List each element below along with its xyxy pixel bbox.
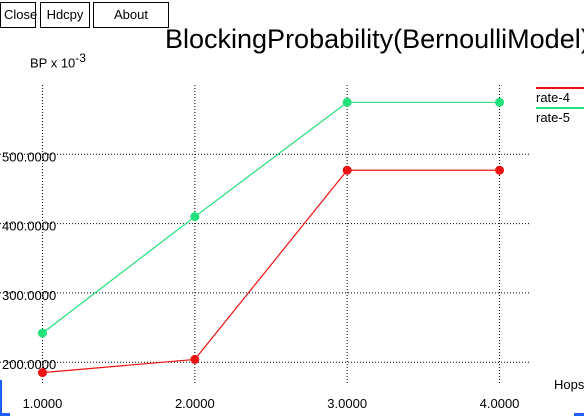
data-point-rate-4-2 (190, 354, 200, 364)
data-point-rate-4-1 (37, 368, 47, 378)
x-tick-label-2: 2.0000 (175, 396, 215, 411)
series-line-rate-5 (42, 101, 500, 334)
data-point-rate-5-3 (342, 97, 352, 107)
data-point-rate-4-4 (495, 165, 505, 175)
data-point-rate-5-2 (190, 212, 200, 222)
legend-label-rate-4: rate-4 (536, 90, 570, 105)
data-point-rate-5-1 (37, 328, 47, 338)
y-axis-label-text: BP x 10 (30, 55, 76, 71)
about-button[interactable]: About (93, 2, 169, 28)
chart-title: BlockingProbability(BernoulliModel) (165, 24, 584, 54)
x-tick-label-4: 4.0000 (480, 396, 520, 411)
y-tick-label-500: 500.0000 (2, 149, 56, 164)
x-axis-label: Hops (554, 377, 584, 392)
y-axis-label-exponent: -3 (75, 51, 86, 65)
y-tick-label-400: 400.0000 (2, 219, 56, 234)
y-axis-label: BP x 10-3 (30, 51, 86, 70)
window-edge-bottom-left (0, 413, 10, 416)
y-tick-label-200: 200.0000 (2, 357, 56, 372)
series-line-rate-4 (42, 169, 500, 374)
data-point-rate-5-4 (495, 97, 505, 107)
x-tick-label-3: 3.0000 (327, 396, 367, 411)
data-point-rate-4-3 (342, 165, 352, 175)
legend-label-rate-5: rate-5 (536, 110, 570, 125)
x-tick-label-1: 1.0000 (23, 396, 63, 411)
window-edge-left (0, 380, 2, 416)
window-edge-bottom-right (574, 413, 584, 416)
y-tick-label-300: 300.0000 (2, 288, 56, 303)
close-button[interactable]: Close (0, 2, 37, 28)
hardcopy-button[interactable]: Hdcpy (40, 2, 90, 28)
